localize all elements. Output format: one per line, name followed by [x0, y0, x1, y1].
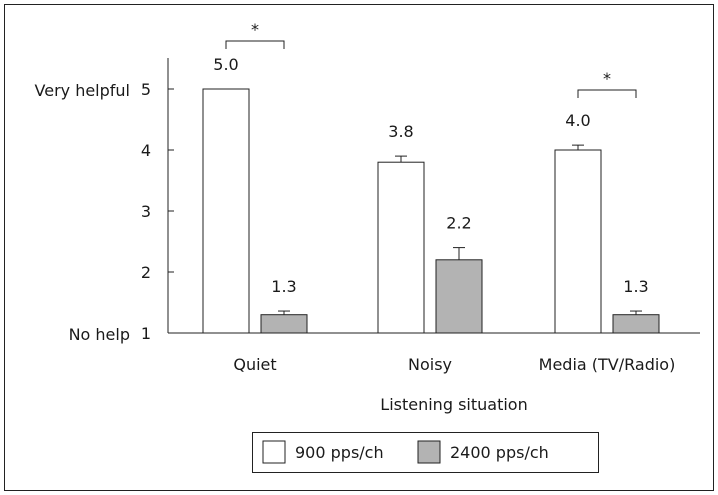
data-label: 5.0 — [213, 55, 238, 74]
legend-swatch — [417, 440, 441, 464]
y-tick-label: 4 — [141, 141, 151, 160]
bar — [435, 259, 483, 334]
data-label: 2.2 — [446, 214, 471, 233]
y-tick-label: 5 — [141, 80, 151, 99]
significance-asterisk: * — [251, 20, 259, 39]
y-tick-label: 2 — [141, 263, 151, 282]
y-bottom-label: No help — [69, 325, 130, 344]
significance-asterisk: * — [603, 69, 611, 88]
bars: 5.0 3.8 4.0 1.3 2.2 1.3 — [202, 55, 660, 334]
legend: 900 pps/ch 2400 pps/ch — [252, 432, 599, 473]
bar — [612, 314, 660, 334]
x-axis-title: Listening situation — [380, 395, 527, 414]
category-labels: Quiet Noisy Media (TV/Radio) — [233, 355, 675, 374]
y-tick-label: 3 — [141, 202, 151, 221]
data-label: 1.3 — [623, 277, 648, 296]
category-label: Quiet — [233, 355, 276, 374]
data-label: 4.0 — [565, 111, 590, 130]
bar — [202, 88, 250, 334]
bar — [554, 149, 602, 334]
category-label: Media (TV/Radio) — [539, 355, 676, 374]
y-top-label: Very helpful — [35, 81, 130, 100]
data-label: 3.8 — [388, 122, 413, 141]
category-label: Noisy — [408, 355, 452, 374]
significance-bracket — [577, 89, 637, 98]
data-label: 1.3 — [271, 277, 296, 296]
y-ticks: 1 2 3 4 5 — [141, 80, 174, 343]
legend-swatch — [262, 440, 286, 464]
legend-label: 2400 pps/ch — [450, 443, 549, 462]
bar — [377, 161, 425, 334]
significance-markers: ** — [225, 20, 637, 98]
significance-bracket — [225, 40, 285, 49]
bar — [260, 314, 308, 334]
legend-label: 900 pps/ch — [295, 443, 384, 462]
y-tick-label: 1 — [141, 324, 151, 343]
